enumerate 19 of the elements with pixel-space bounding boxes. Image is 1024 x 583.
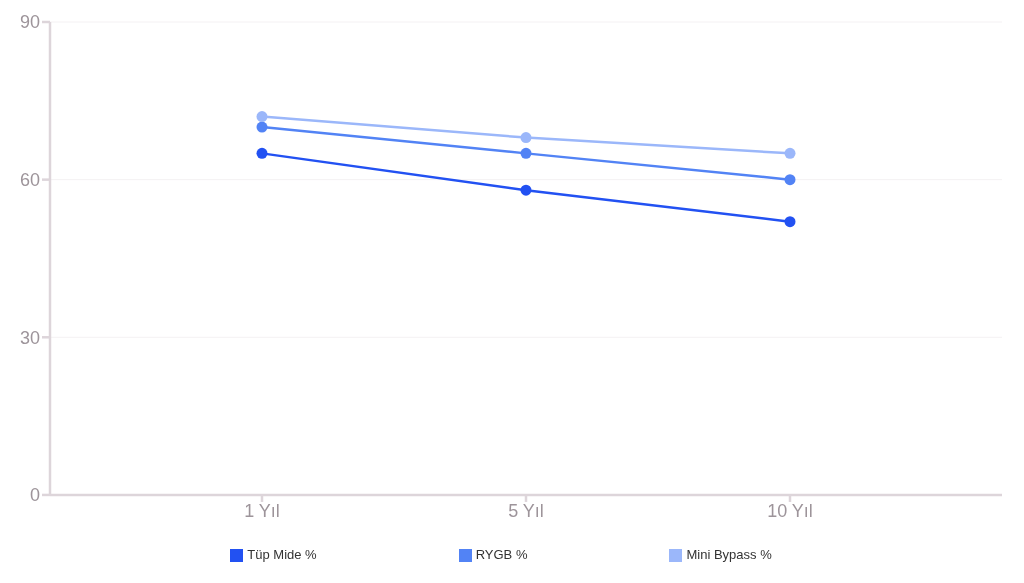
y-tick-label: 0 [29, 485, 40, 506]
point [784, 216, 796, 228]
y-tick-label: 30 [19, 327, 40, 348]
legend-label: RYGB % [475, 546, 528, 562]
legend-label: Mini Bypass % [686, 546, 772, 562]
point [784, 174, 796, 186]
y-tick-label: 90 [19, 12, 40, 33]
point [256, 111, 268, 123]
point [784, 147, 796, 159]
point [256, 121, 268, 133]
point [520, 147, 532, 159]
x-tick-label: 10 Yıl [767, 500, 813, 521]
point [520, 132, 532, 144]
point [520, 184, 532, 196]
x-tick-label: 5 Yıl [508, 500, 544, 521]
point [256, 147, 268, 159]
x-tick-label: 1 Yıl [244, 500, 280, 521]
legend-label: Tüp Mide % [247, 546, 317, 562]
y-tick-label: 60 [19, 170, 40, 191]
